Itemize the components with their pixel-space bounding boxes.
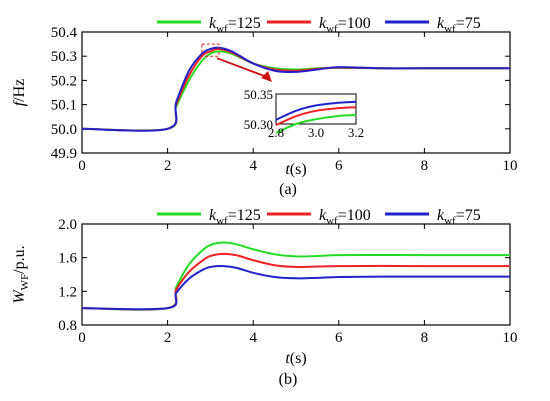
inset-series-line-1 — [275, 114, 357, 134]
plot-frame — [81, 31, 511, 154]
x-axis-label: t(s) — [285, 161, 306, 178]
x-tick-label: 4 — [249, 158, 257, 174]
y-tick-label: 50.3 — [51, 49, 77, 65]
x-tick-label: 8 — [421, 330, 429, 346]
plot-frame — [81, 223, 511, 326]
y-tick-label: 50.1 — [51, 98, 77, 114]
inset-zoom: 2.8 3.0 3.2 50.30 50.35 — [201, 43, 364, 140]
legend-entry: kwf=125 — [209, 15, 261, 35]
inset-x-tick-label: 2.8 — [268, 125, 284, 140]
inset-y-tick-label: 50.30 — [244, 117, 273, 132]
y-tick-label: 49.9 — [51, 146, 77, 162]
x-tick-label: 10 — [503, 158, 518, 174]
x-tick-label: 10 — [503, 330, 518, 346]
x-tick-label: 4 — [249, 330, 257, 346]
figure-caption: (a) — [279, 181, 297, 198]
figure-caption: (b) — [279, 371, 298, 388]
y-axis-label: f/Hz — [11, 79, 28, 107]
x-tick-label: 8 — [421, 158, 429, 174]
y-tick-label: 50.4 — [51, 25, 78, 41]
series-line-3 — [81, 265, 510, 311]
y-tick-label: 1.2 — [58, 284, 77, 300]
chart-a: 49.9 50.0 50.1 50.2 50.3 50.4 0 2 4 6 8 10 kwf=125 kw… — [11, 15, 518, 198]
chart-b: 0.8 1.2 1.6 2.0 0 2 4 6 8 10 kwf=125 kwf=100 kwf=75 t… — [11, 207, 518, 388]
series-line-2 — [81, 252, 511, 311]
x-tick-label: 2 — [164, 330, 172, 346]
y-tick-label: 2.0 — [58, 217, 77, 233]
series-line-1 — [81, 241, 511, 311]
inset-x-tick-label: 3.2 — [348, 125, 364, 140]
series-line-3 — [81, 46, 510, 132]
x-axis-label: t(s) — [285, 350, 306, 367]
legend-entry: kwf=100 — [319, 15, 371, 35]
y-tick-label: 1.6 — [58, 251, 77, 267]
legend-entry: kwf=75 — [437, 15, 481, 35]
x-tick-label: 2 — [164, 158, 172, 174]
inset-y-tick-label: 50.35 — [244, 87, 273, 102]
legend-entry: kwf=100 — [319, 207, 371, 227]
x-tick-label: 0 — [78, 158, 86, 174]
x-tick-label: 0 — [78, 330, 86, 346]
x-tick-label: 6 — [335, 158, 343, 174]
y-tick-label: 50.2 — [51, 73, 77, 89]
inset-x-tick-label: 3.0 — [308, 125, 324, 140]
legend-entry: kwf=75 — [437, 207, 481, 227]
inset-series-line-2 — [275, 106, 357, 127]
zoom-arrow-head — [261, 71, 272, 82]
y-tick-label: 50.0 — [51, 122, 77, 138]
legend-entry: kwf=125 — [209, 207, 261, 227]
inset-series-line-3 — [275, 100, 357, 121]
y-tick-label: 0.8 — [58, 318, 77, 334]
zoom-arrow-line — [216, 57, 268, 78]
zoom-region-marker — [201, 43, 220, 57]
x-tick-label: 6 — [335, 330, 343, 346]
y-axis-label: WWF/p.u. — [11, 245, 31, 303]
